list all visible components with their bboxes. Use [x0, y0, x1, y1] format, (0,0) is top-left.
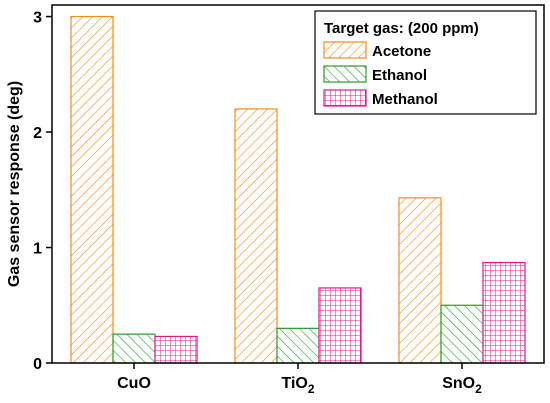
- legend-label-acetone: Acetone: [372, 43, 431, 60]
- x-tick-label: CuO: [117, 375, 151, 392]
- bar-methanol: [482, 261, 526, 364]
- bar-ethanol: [440, 304, 484, 364]
- y-tick-label: 1: [33, 241, 42, 258]
- x-tick-label: TiO2: [281, 375, 314, 396]
- bar-ethanol: [276, 327, 320, 364]
- y-tick-label: 2: [33, 125, 42, 142]
- x-axis: CuO TiO2 SnO2: [117, 363, 482, 396]
- bar-methanol: [318, 287, 362, 364]
- legend-items: Acetone Ethanol Methanol: [323, 41, 438, 108]
- bar-acetone: [234, 108, 278, 364]
- y-tick-label: 0: [33, 356, 42, 373]
- legend-label-ethanol: Ethanol: [372, 67, 427, 84]
- bars-layer: [70, 15, 526, 364]
- legend: Target gas: (200 ppm) Acetone Ethanol Meth…: [314, 10, 537, 115]
- y-axis: 0 1 2 3: [33, 10, 52, 373]
- legend-swatch-acetone: [323, 41, 367, 59]
- y-tick-label: 3: [33, 10, 42, 27]
- bar-acetone: [70, 15, 114, 364]
- bar-methanol: [154, 335, 198, 364]
- legend-swatch-ethanol: [323, 65, 367, 83]
- bar-ethanol: [112, 333, 156, 364]
- legend-swatch-methanol: [323, 89, 367, 107]
- y-axis-title: Gas sensor response (deg): [6, 81, 23, 287]
- legend-label-methanol: Methanol: [372, 91, 438, 108]
- bar-acetone: [398, 197, 442, 364]
- legend-title: Target gas: (200 ppm): [324, 20, 479, 37]
- x-tick-label: SnO2: [442, 375, 482, 396]
